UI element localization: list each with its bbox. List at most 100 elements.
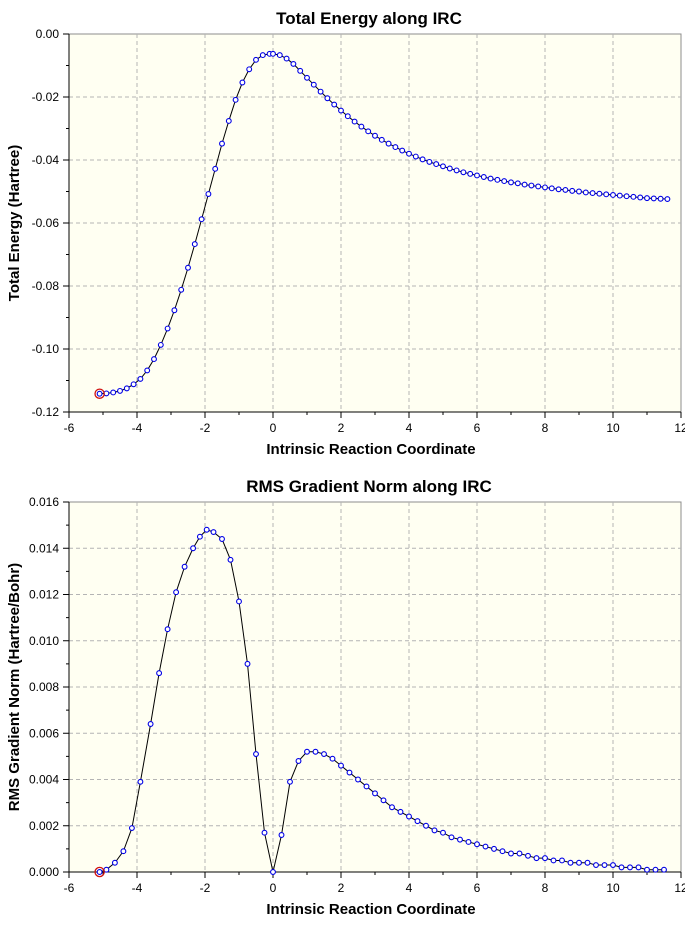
energy-data-point xyxy=(603,191,610,198)
energy-x-tick-label: 12 xyxy=(674,421,685,435)
gradient-x-tick-label: 12 xyxy=(674,881,685,895)
energy-data-point xyxy=(596,190,603,197)
energy-data-point xyxy=(185,264,191,271)
gradient-data-point xyxy=(397,808,404,815)
energy-y-tick-label: -0.04 xyxy=(32,153,60,167)
energy-x-axis-label: Intrinsic Reaction Coordinate xyxy=(266,441,475,458)
energy-data-point xyxy=(426,158,433,165)
gradient-data-point xyxy=(137,778,144,785)
energy-data-point xyxy=(555,186,562,193)
gradient-y-tick-label: 0.000 xyxy=(29,865,59,879)
energy-data-point xyxy=(562,186,569,193)
energy-data-point xyxy=(616,192,623,199)
energy-data-point xyxy=(446,165,453,172)
energy-y-tick-label: -0.12 xyxy=(32,405,60,419)
energy-data-point xyxy=(385,140,392,147)
energy-data-point xyxy=(535,183,542,190)
gradient-chart-title: RMS Gradient Norm along IRC xyxy=(246,477,492,496)
energy-data-point xyxy=(157,341,164,348)
energy-y-tick-label: -0.10 xyxy=(32,342,60,356)
energy-data-point xyxy=(351,118,358,125)
gradient-data-point xyxy=(516,850,523,857)
energy-grid xyxy=(69,34,681,412)
energy-data-point xyxy=(290,60,297,67)
gradient-data-point xyxy=(312,748,319,755)
energy-data-point xyxy=(542,184,548,191)
gradient-data-point xyxy=(618,864,625,871)
gradient-x-tick-label: 10 xyxy=(606,881,620,895)
gradient-data-point xyxy=(627,864,633,871)
gradient-y-tick-label: 0.014 xyxy=(29,541,59,555)
energy-data-point xyxy=(508,179,514,186)
energy-data-point xyxy=(283,55,290,62)
energy-x-tick-label: 0 xyxy=(270,421,277,435)
energy-data-point xyxy=(310,81,317,88)
energy-y-axis-label: Total Energy (Hartree) xyxy=(6,145,23,301)
energy-data-point xyxy=(453,167,460,174)
energy-data-point xyxy=(253,56,259,63)
gradient-data-point xyxy=(164,626,171,633)
energy-data-point xyxy=(164,325,171,332)
gradient-data-point xyxy=(457,836,463,843)
gradient-data-point xyxy=(610,862,616,869)
energy-data-point xyxy=(219,140,225,147)
energy-data-point xyxy=(548,185,555,192)
energy-data-point xyxy=(239,79,246,86)
energy-data-point xyxy=(399,147,406,154)
gradient-data-point xyxy=(414,818,421,825)
gradient-data-point xyxy=(440,829,446,836)
gradient-data-point xyxy=(304,748,310,755)
energy-data-point xyxy=(191,241,198,248)
gradient-x-tick-label: -2 xyxy=(200,881,211,895)
gradient-data-point xyxy=(584,859,591,866)
gradient-data-point xyxy=(278,832,285,838)
gradient-data-point xyxy=(210,529,217,536)
energy-data-point xyxy=(205,191,212,197)
energy-data-point xyxy=(338,107,344,114)
gradient-data-point xyxy=(173,589,180,596)
gradient-data-point xyxy=(525,852,531,859)
energy-data-point xyxy=(344,113,351,120)
energy-x-tick-label: -4 xyxy=(132,421,143,435)
gradient-data-point xyxy=(474,841,480,848)
energy-data-point xyxy=(576,188,582,195)
gradient-data-point xyxy=(227,556,234,563)
energy-data-point xyxy=(270,50,276,57)
energy-data-point xyxy=(412,153,419,160)
energy-data-point xyxy=(137,375,144,382)
energy-data-point xyxy=(501,178,508,185)
energy-data-point xyxy=(297,67,304,74)
gradient-y-tick-label: 0.002 xyxy=(29,819,59,833)
gradient-selected-point-marker xyxy=(94,866,105,878)
energy-x-tick-label: 6 xyxy=(474,421,481,435)
gradient-x-tick-label: 6 xyxy=(474,881,481,895)
gradient-data-point xyxy=(128,825,135,832)
gradient-data-point xyxy=(372,790,378,797)
energy-chart: Total Energy along IRC -6 -4 -2 0 2 4 6 8 10 12 0.0… xyxy=(6,9,685,458)
gradient-data-point xyxy=(635,864,642,871)
energy-data-point xyxy=(212,165,219,172)
energy-data-point xyxy=(514,180,521,187)
gradient-data-point xyxy=(190,545,197,552)
gradient-data-point xyxy=(196,533,203,540)
gradient-data-point xyxy=(295,758,302,764)
energy-data-point xyxy=(358,123,365,130)
energy-y-tick-label: 0.00 xyxy=(36,27,60,41)
gradient-data-point xyxy=(644,866,650,873)
energy-data-point xyxy=(225,117,232,124)
energy-data-point xyxy=(151,356,157,363)
gradient-data-point xyxy=(156,670,163,677)
energy-data-point xyxy=(487,175,494,182)
energy-data-point xyxy=(378,136,385,143)
gradient-data-point xyxy=(355,776,361,783)
energy-x-tick-label: -2 xyxy=(200,421,211,435)
gradient-data-point xyxy=(431,827,438,834)
energy-data-point xyxy=(171,307,178,314)
gradient-x-tick-label: 4 xyxy=(406,881,413,895)
gradient-data-point xyxy=(181,563,188,570)
energy-data-point xyxy=(96,390,103,397)
gradient-data-point xyxy=(270,869,276,875)
energy-markers xyxy=(96,50,671,397)
energy-data-point xyxy=(246,66,253,73)
